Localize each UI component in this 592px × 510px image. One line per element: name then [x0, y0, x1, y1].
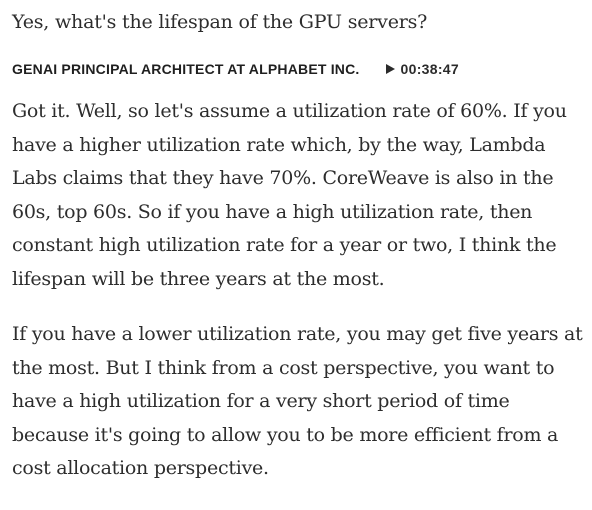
question-text: Yes, what's the lifespan of the GPU serv…: [12, 11, 428, 33]
speaker-row: GENAI PRINCIPAL ARCHITECT AT ALPHABET IN…: [12, 57, 588, 81]
transcript-excerpt: Yes, what's the lifespan of the GPU serv…: [12, 0, 588, 510]
speaker-label: GENAI PRINCIPAL ARCHITECT AT ALPHABET IN…: [12, 61, 360, 77]
answer-paragraph-2: If you have a lower utilization rate, yo…: [12, 323, 583, 479]
answer-paragraph-1: Got it. Well, so let's assume a utilizat…: [12, 100, 567, 290]
timestamp-play-button[interactable]: 00:38:47: [385, 61, 459, 77]
play-icon[interactable]: [385, 64, 395, 74]
timestamp-text[interactable]: 00:38:47: [400, 61, 459, 77]
